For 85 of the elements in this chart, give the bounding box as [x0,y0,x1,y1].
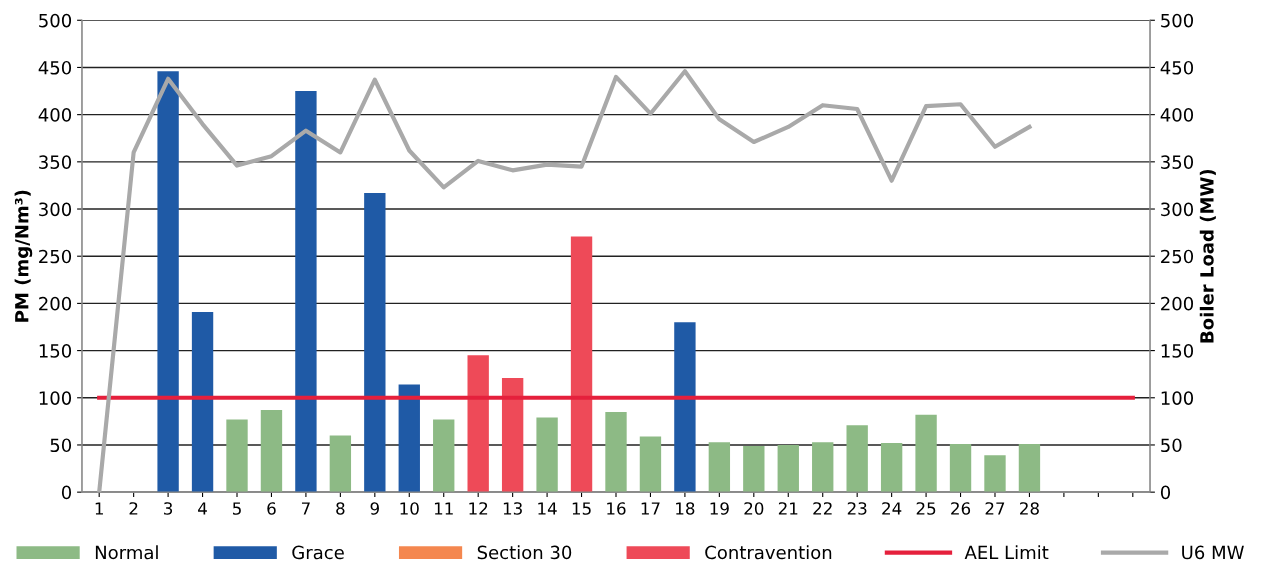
x-tick-label: 2 [129,502,138,515]
legend-label: Contravention [705,545,832,560]
legend-label: AEL Limit [964,545,1049,559]
bar [191,311,214,493]
y2-tick-label: 0 [1160,485,1171,500]
y-tick-label: 200 [39,296,72,311]
y2-tick-label: 300 [1161,202,1194,217]
y2-tick-label: 100 [1161,391,1194,405]
y2-tick-label: 400 [1160,108,1194,122]
y-tick-label: 0 [61,485,72,500]
y-tick-label: 100 [39,391,72,405]
y-tick-label: 500 [39,13,72,28]
bar [226,419,248,493]
bar [846,425,868,493]
y2-tick-label: 150 [1161,344,1194,358]
x-tick-label: 10 [400,502,419,515]
y2-tick-label: 50 [1161,438,1182,453]
bar [674,322,696,493]
y-axis-title: PM (mg/Nm³) [14,190,33,322]
y2-tick-label: 250 [1161,249,1194,264]
x-tick-label: 7 [301,502,310,515]
legend-label: Grace [292,545,344,560]
x-tick-label: 8 [336,502,345,515]
bar [984,455,1006,493]
y-tick-label: 150 [39,344,72,358]
bar [398,384,420,493]
legend-label: U6 MW [1182,545,1244,560]
x-tick-label: 19 [710,502,729,515]
x-tick-label: 13 [503,502,522,515]
y-tick-label: 300 [39,202,72,217]
x-tick-label: 21 [778,502,798,515]
bar [812,442,834,493]
x-tick-label: 3 [164,502,173,515]
y-tick-label: 50 [50,438,72,453]
bar [433,419,455,493]
bar [880,443,903,493]
y2-tick-label: 350 [1161,155,1194,169]
y2-tick-label: 200 [1161,296,1194,311]
y2-axis-title: Boiler Load (MW) [1199,169,1216,343]
legend-label: Section 30 [477,545,572,560]
x-tick-label: 15 [572,502,591,515]
bar [467,355,489,493]
x-tick-label: 26 [951,502,971,515]
x-tick-label: 28 [1020,502,1039,515]
bar [364,192,386,493]
bar [536,417,558,493]
x-tick-label: 16 [607,502,626,515]
x-tick-label: 22 [813,502,832,515]
y-tick-label: 250 [39,249,72,264]
y2-tick-label: 450 [1160,60,1194,75]
bar [157,71,179,493]
bar [501,377,524,493]
x-tick-label: 12 [469,502,488,515]
x-tick-label: 18 [676,502,695,515]
bar [949,444,972,493]
y2-tick-label: 500 [1161,13,1194,28]
x-tick-label: 24 [882,502,902,515]
bar [1018,444,1041,493]
legend-label: Normal [95,545,158,560]
y-tick-label: 450 [38,60,72,75]
bar [605,411,627,493]
x-tick-label: 11 [434,502,453,515]
x-tick-label: 9 [370,502,379,515]
y-tick-label: 400 [38,108,72,122]
line-series [97,69,1032,493]
bar [639,436,662,493]
y-tick-label: 350 [39,155,72,169]
bar [570,236,593,493]
x-tick-label: 25 [916,502,936,515]
bar [260,410,283,493]
bar [915,414,937,493]
bar [295,91,317,493]
x-tick-label: 23 [847,502,867,515]
x-tick-label: 17 [641,502,660,515]
x-tick-label: 14 [538,502,557,515]
x-tick-label: 6 [267,502,276,515]
bar [777,444,799,493]
bar [743,445,765,493]
x-tick-label: 27 [985,502,1005,515]
x-tick-label: 1 [95,502,103,515]
x-tick-label: 4 [198,502,207,515]
bar [329,435,352,493]
x-tick-label: 20 [744,502,764,515]
x-tick-label: 5 [232,502,241,515]
bar [708,442,731,493]
